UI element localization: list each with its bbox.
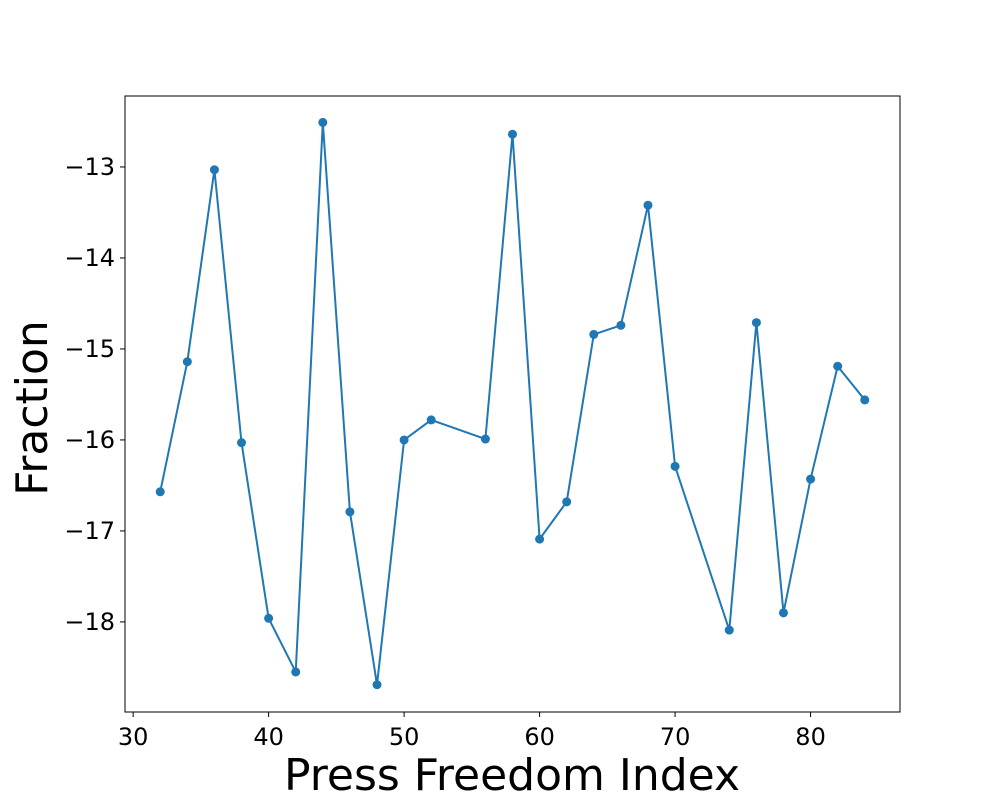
data-point bbox=[426, 415, 436, 425]
data-point bbox=[643, 200, 653, 210]
x-tick-label: 60 bbox=[524, 723, 555, 751]
y-axis-label: Fraction bbox=[7, 320, 58, 496]
data-point bbox=[345, 507, 355, 517]
data-point bbox=[778, 608, 788, 618]
data-point bbox=[291, 667, 301, 677]
data-point bbox=[237, 438, 247, 448]
data-point bbox=[616, 320, 626, 330]
y-tick-label: −15 bbox=[64, 335, 115, 363]
y-axis-ticks: −18 −17 −16 −15 −14 −13 bbox=[64, 153, 125, 636]
y-tick-label: −14 bbox=[64, 244, 115, 272]
data-point bbox=[480, 434, 490, 444]
x-tick-label: 40 bbox=[253, 723, 284, 751]
x-tick-label: 80 bbox=[795, 723, 826, 751]
data-point bbox=[264, 613, 274, 623]
y-tick-label: −13 bbox=[64, 153, 115, 181]
data-point bbox=[670, 461, 680, 471]
data-point bbox=[318, 117, 328, 127]
data-point bbox=[508, 129, 517, 139]
plot-area: 30 40 50 60 70 80 −18 −17 −16 −15 −14 −13 bbox=[64, 95, 901, 751]
data-point bbox=[833, 361, 843, 371]
data-point bbox=[860, 395, 870, 405]
data-point bbox=[535, 534, 545, 544]
data-point bbox=[806, 474, 816, 484]
x-axis-label: Press Freedom Index bbox=[284, 750, 740, 800]
data-point bbox=[589, 329, 599, 339]
y-tick-label: −17 bbox=[64, 517, 115, 545]
plot-frame bbox=[124, 95, 901, 713]
data-point bbox=[372, 680, 382, 690]
data-point bbox=[155, 487, 165, 497]
x-axis-ticks: 30 40 50 60 70 80 bbox=[118, 712, 826, 751]
data-point bbox=[209, 165, 219, 175]
series-layer bbox=[155, 117, 870, 690]
y-tick-label: −18 bbox=[64, 608, 115, 636]
x-tick-label: 70 bbox=[660, 723, 691, 751]
data-point bbox=[724, 625, 734, 635]
x-tick-label: 50 bbox=[389, 723, 420, 751]
data-point bbox=[562, 497, 572, 507]
data-point bbox=[399, 435, 409, 445]
y-tick-label: −16 bbox=[64, 426, 115, 454]
data-point bbox=[182, 357, 192, 367]
data-point bbox=[751, 318, 761, 328]
x-tick-label: 30 bbox=[118, 723, 149, 751]
